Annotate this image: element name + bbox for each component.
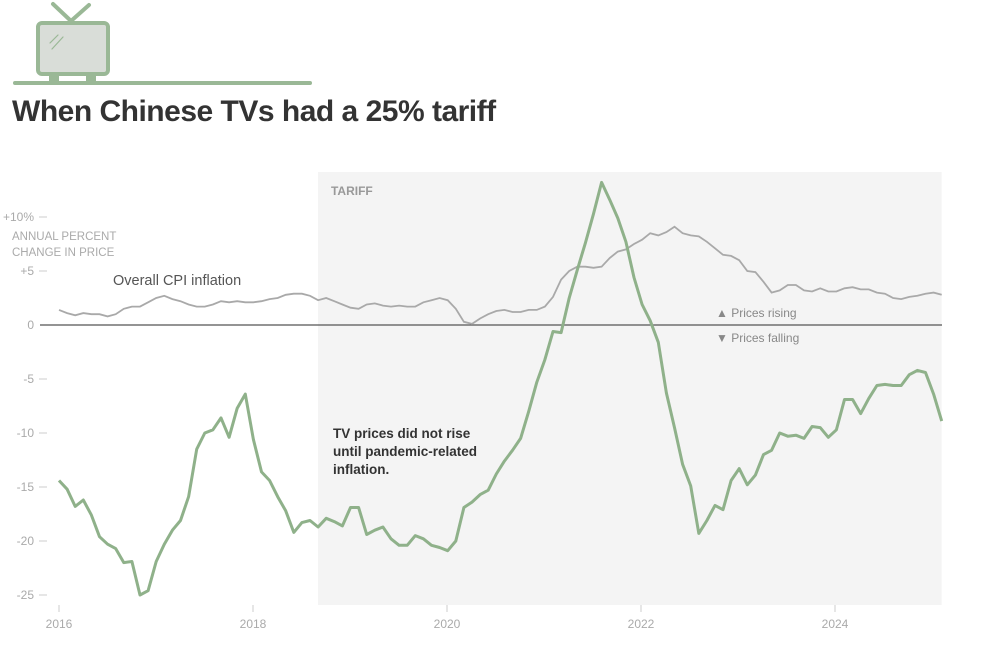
x-tick-label: 2020 (434, 617, 461, 631)
chart-title: When Chinese TVs had a 25% tariff (12, 95, 497, 128)
prices-rising-label: ▲ Prices rising (716, 306, 797, 320)
y-tick-label: -5 (23, 372, 34, 386)
tariff-shaded-region (317, 172, 942, 605)
x-tick-label: 2016 (46, 617, 73, 631)
tariff-label: TARIFF (331, 184, 373, 198)
y-axis-label-line1: ANNUAL PERCENT (12, 231, 116, 243)
prices-falling-label: ▼ Prices falling (716, 331, 799, 345)
y-tick-label: -25 (17, 588, 35, 602)
y-tick-label: -10 (17, 426, 35, 440)
annotation-line: TV prices did not rise (333, 426, 471, 441)
y-tick-label: +10% (3, 210, 34, 224)
y-tick-label: 0 (27, 318, 34, 332)
annotation-line: until pandemic-related (333, 444, 477, 459)
tv-series-line (57, 180, 944, 597)
y-tick-label: -15 (17, 480, 35, 494)
annotation-line: inflation. (333, 462, 389, 477)
y-tick-label: +5 (20, 264, 34, 278)
tv-annotation: TV prices did not rise until pandemic-re… (333, 426, 477, 477)
cpi-series-line (58, 225, 942, 325)
y-axis-label-line2: CHANGE IN PRICE (12, 247, 115, 259)
cpi-series-label: Overall CPI inflation (113, 273, 241, 289)
x-tick-label: 2024 (822, 617, 849, 631)
y-tick-label: -20 (17, 534, 35, 548)
x-tick-label: 2018 (240, 617, 267, 631)
x-tick-label: 2022 (628, 617, 655, 631)
tv-icon (13, 2, 312, 85)
